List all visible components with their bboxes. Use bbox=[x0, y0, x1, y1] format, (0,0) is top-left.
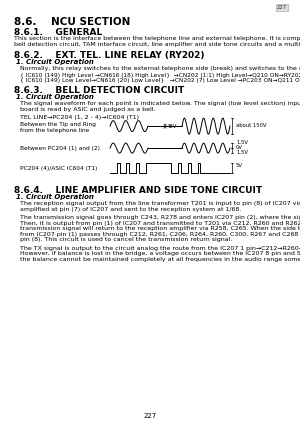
Text: TEL LINE→PC204 (1, 2 - 4)→IC604 (T1): TEL LINE→PC204 (1, 2 - 4)→IC604 (T1) bbox=[20, 115, 139, 120]
Text: 1. Circuit Operation: 1. Circuit Operation bbox=[16, 94, 94, 100]
Text: 8.6.1.    GENERAL: 8.6.1. GENERAL bbox=[14, 28, 102, 37]
Text: 227: 227 bbox=[277, 5, 287, 10]
Text: Between PC204 (1) and (2): Between PC204 (1) and (2) bbox=[20, 146, 100, 150]
Text: 227: 227 bbox=[143, 413, 157, 419]
Text: Between the Tip and Ring: Between the Tip and Ring bbox=[20, 122, 96, 127]
Text: 8.6.4.    LINE AMPLIFIER AND SIDE TONE CIRCUIT: 8.6.4. LINE AMPLIFIER AND SIDE TONE CIRC… bbox=[14, 186, 262, 195]
Text: 0V: 0V bbox=[236, 145, 243, 150]
Text: 48V: 48V bbox=[167, 124, 177, 129]
Text: However, if balance is lost in the bridge, a voltage occurs between the IC207 8 : However, if balance is lost in the bridg… bbox=[20, 251, 300, 256]
Text: pin (8). This circuit is used to cancel the transmission return signal.: pin (8). This circuit is used to cancel … bbox=[20, 237, 232, 242]
Text: This section is the interface between the telephone line and external telephone.: This section is the interface between th… bbox=[14, 36, 300, 41]
Text: The reception signal output from the line transformer T201 is input to pin (8) o: The reception signal output from the lin… bbox=[20, 201, 300, 206]
Text: 8.6.2.    EXT. TEL. LINE RELAY (RY202): 8.6.2. EXT. TEL. LINE RELAY (RY202) bbox=[14, 51, 205, 60]
Text: { IC610 (149) High Level →CN616 (18) High Level}  →CN202 (1:1) High Level→Q210 O: { IC610 (149) High Level →CN616 (18) Hig… bbox=[20, 73, 300, 78]
Text: 1. Circuit Operation: 1. Circuit Operation bbox=[16, 194, 94, 200]
Text: about 150V: about 150V bbox=[236, 122, 267, 128]
Text: Then, it is output from pin (1) of IC207 and transmitted to T201 via C212, R260 : Then, it is output from pin (1) of IC207… bbox=[20, 221, 300, 226]
Text: 5V: 5V bbox=[236, 163, 243, 168]
Text: from the telephone line: from the telephone line bbox=[20, 128, 89, 133]
Text: 1.5V: 1.5V bbox=[236, 150, 248, 155]
Text: 8.6.    NCU SECTION: 8.6. NCU SECTION bbox=[14, 17, 130, 27]
Text: amplified at pin (7) of IC207 and sent to the reception system at 1/68.: amplified at pin (7) of IC207 and sent t… bbox=[20, 207, 241, 212]
Text: 1. Circuit Operation: 1. Circuit Operation bbox=[16, 59, 94, 65]
Text: board is read by ASIC and judged as a bell.: board is read by ASIC and judged as a be… bbox=[20, 107, 155, 112]
Text: transmission signal will return to the reception amplifier via R258, C265. When : transmission signal will return to the r… bbox=[20, 226, 300, 231]
Text: 8.6.3.    BELL DETECTION CIRCUIT: 8.6.3. BELL DETECTION CIRCUIT bbox=[14, 86, 184, 95]
Text: The signal waveform for each point is indicated below. The signal (low level sec: The signal waveform for each point is in… bbox=[20, 101, 300, 106]
Text: The transmission signal goes through C243, R278 and enters IC207 pin (2), where : The transmission signal goes through C24… bbox=[20, 215, 300, 220]
Text: PC204 (4)/ASIC IC604 (T1): PC204 (4)/ASIC IC604 (T1) bbox=[20, 166, 98, 170]
Text: bell detection circuit, TAM interface circuit, line amplifier and side tone circ: bell detection circuit, TAM interface ci… bbox=[14, 42, 300, 47]
Text: the balance cannot be maintained completely at all frequencies in the audio rang: the balance cannot be maintained complet… bbox=[20, 257, 300, 262]
Text: The TX signal is output to the circuit analog the route from the IC207 1 pin→C21: The TX signal is output to the circuit a… bbox=[20, 246, 300, 251]
Text: from IC207 pin (1) passes through C212, R261, C206, R264, R260, C300, R267 and C: from IC207 pin (1) passes through C212, … bbox=[20, 232, 300, 237]
Text: Normally, this relay switches to the external telephone side (break) and switche: Normally, this relay switches to the ext… bbox=[20, 65, 300, 71]
Text: { IC610 (149) Low Level→CN616 (20) Low Level}   →CN202 (7) Low Level →PC203 ON→Q: { IC610 (149) Low Level→CN616 (20) Low L… bbox=[20, 78, 300, 83]
Text: 1.5V: 1.5V bbox=[236, 140, 248, 145]
